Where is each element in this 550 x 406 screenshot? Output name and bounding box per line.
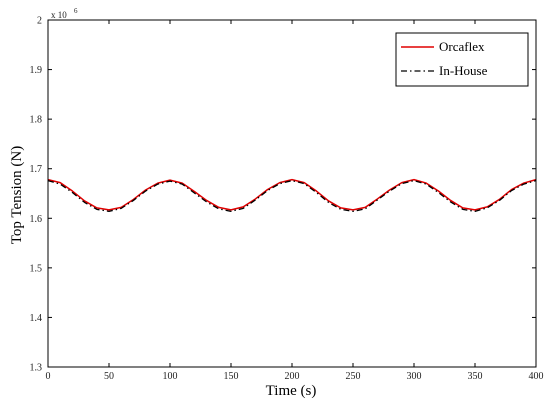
y-tick-label: 1.9: [30, 65, 43, 76]
legend-label-orcaflex: Orcaflex: [439, 39, 485, 54]
tick-layer: 0 50 100 150 200 250 300 350 400 1.3 1.4 1.5 1.6 1.7 1…: [30, 16, 544, 383]
y-tick-label: 1.7: [30, 164, 43, 175]
y-multiplier-label: x 10: [51, 10, 67, 20]
legend-label-in-house: In-House: [439, 63, 488, 78]
x-tick-label: 350: [468, 371, 483, 382]
x-tick-label: 250: [346, 371, 361, 382]
y-tick-label: 1.5: [30, 263, 43, 274]
x-tick-label: 0: [46, 371, 51, 382]
series-line-in-house: [47, 179, 537, 212]
legend-box: [395, 32, 529, 87]
y-tick-label: 1.3: [30, 363, 43, 374]
legend: Orcaflex In-House: [395, 32, 529, 87]
x-tick-label: 50: [104, 371, 114, 382]
y-multiplier-exponent: 6: [74, 7, 78, 15]
y-axis-title: Top Tension (N): [9, 146, 25, 244]
y-tick-label: 1.8: [30, 115, 43, 126]
x-tick-label: 300: [407, 371, 422, 382]
series-line-orcaflex: [47, 178, 537, 211]
series-layer: [47, 178, 537, 212]
y-tick-label: 1.6: [30, 214, 43, 225]
y-tick-label: 2: [37, 16, 42, 27]
x-tick-label: 400: [529, 371, 544, 382]
x-tick-label: 100: [163, 371, 178, 382]
y-tick-label: 1.4: [30, 313, 43, 324]
x-axis-title: Time (s): [266, 383, 317, 399]
x-tick-label: 150: [224, 371, 239, 382]
x-tick-label: 200: [285, 371, 300, 382]
